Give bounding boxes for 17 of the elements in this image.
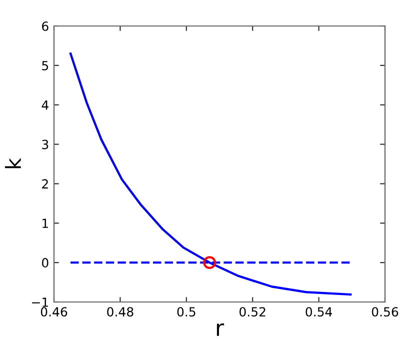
y-axis-title: k <box>4 158 21 168</box>
x-axis-title: r <box>216 323 224 336</box>
y-tick-label: 1 <box>42 218 48 228</box>
y-tick-label: −1 <box>32 298 48 307</box>
y-tick-label: 3 <box>42 140 48 150</box>
y-tick-label: 5 <box>42 61 48 70</box>
y-tick-label: 2 <box>42 179 48 188</box>
y-tick-label: 0 <box>42 258 48 268</box>
x-tick-label: 0.56 <box>372 307 398 317</box>
x-tick-label: 0.52 <box>240 307 266 317</box>
line-series <box>69 52 352 296</box>
x-tick-label: 0.54 <box>306 307 332 317</box>
x-tick-label: 0.46 <box>40 307 68 317</box>
x-tick-label: 0.48 <box>107 307 134 317</box>
x-tick-label: 0.5 <box>177 307 196 317</box>
y-tick-label: 6 <box>42 21 48 31</box>
y-tick-label: 4 <box>42 100 48 110</box>
